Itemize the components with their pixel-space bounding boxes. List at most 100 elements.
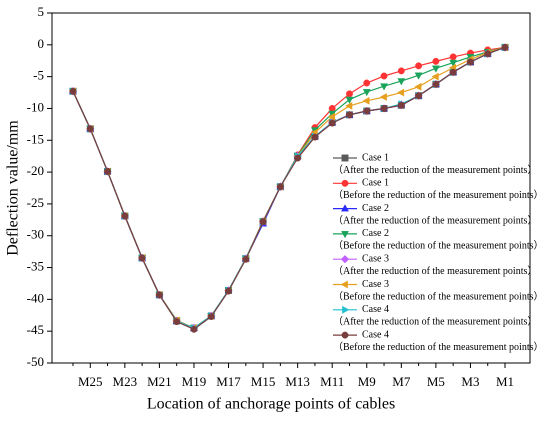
x-tick-label: M5 <box>427 374 445 389</box>
y-tick-label: -30 <box>27 227 44 242</box>
y-tick-label: -5 <box>33 68 44 83</box>
data-point <box>397 78 406 86</box>
data-point <box>225 287 232 295</box>
x-tick-label: M15 <box>251 374 276 389</box>
x-tick-label: M7 <box>392 374 411 389</box>
plot-frame <box>51 12 531 364</box>
data-point <box>311 133 319 141</box>
legend-entry: Case 1（Before the reduction of the measu… <box>333 178 544 201</box>
data-point <box>432 57 440 65</box>
data-point <box>259 218 267 226</box>
legend-description: （Before the reduction of the measurement… <box>333 240 544 252</box>
data-point <box>449 59 458 67</box>
x-axis-label: Location of anchorage points of cables <box>147 396 395 413</box>
series-line <box>72 46 506 329</box>
legend-marker <box>341 231 349 239</box>
y-tick-label: -45 <box>27 322 44 337</box>
legend-description: （Before the reduction of the measurement… <box>333 189 544 201</box>
data-point <box>190 325 198 333</box>
y-axis-label: Deflection value/mm <box>5 120 22 256</box>
data-point <box>86 125 94 133</box>
data-point <box>328 105 336 112</box>
legend-description: （After the reduction of the measurement … <box>333 265 537 277</box>
legend-label: Case 3 <box>362 253 389 264</box>
data-point <box>380 72 388 80</box>
x-tick-label: M3 <box>461 374 479 389</box>
data-point <box>415 92 423 100</box>
data-point <box>346 111 353 119</box>
x-tick-label: M13 <box>285 374 310 389</box>
legend-marker <box>341 331 349 339</box>
data-point <box>69 87 77 95</box>
data-point <box>380 83 388 91</box>
data-point <box>346 90 353 98</box>
legend-marker <box>341 204 349 212</box>
legend-label: Case 4 <box>362 329 389 340</box>
legend-description: （After the reduction of the measurement … <box>333 164 537 176</box>
data-point <box>207 313 215 320</box>
legend-label: Case 1 <box>362 152 389 163</box>
data-point <box>397 67 405 75</box>
data-point <box>276 183 284 191</box>
data-point <box>414 72 423 80</box>
x-tick-label: M19 <box>182 374 207 389</box>
data-point <box>155 291 163 299</box>
x-tick-label: M1 <box>496 374 514 389</box>
data-point <box>362 96 370 105</box>
data-point <box>484 50 492 58</box>
series-line <box>72 46 506 330</box>
legend-entry: Case 3（After the reduction of the measur… <box>333 253 537 277</box>
data-point <box>327 112 336 121</box>
x-tick-label: M25 <box>78 374 103 389</box>
legend-entry: Case 4（After the reduction of the measur… <box>333 304 537 328</box>
data-point <box>380 105 388 112</box>
data-point <box>431 65 440 73</box>
series-line <box>72 46 506 329</box>
x-tick-label: M23 <box>113 374 138 389</box>
x-tick-label: M21 <box>147 374 172 389</box>
legend-marker <box>340 280 348 289</box>
data-point <box>362 89 371 97</box>
y-tick-label: -35 <box>27 259 44 274</box>
data-point <box>363 79 371 87</box>
y-tick-label: -25 <box>27 195 44 210</box>
legend-marker <box>342 305 350 314</box>
data-point <box>173 318 181 326</box>
data-point <box>432 80 440 88</box>
series-line <box>72 46 506 329</box>
y-tick-label: -15 <box>27 131 44 146</box>
series-line <box>72 46 506 329</box>
y-tick-label: 5 <box>38 4 45 19</box>
legend-label: Case 2 <box>362 228 389 239</box>
legend-label: Case 2 <box>362 203 389 214</box>
legend-marker <box>341 154 349 162</box>
data-point <box>242 255 250 263</box>
series-line <box>72 46 506 329</box>
data-point <box>345 101 353 110</box>
data-point <box>431 72 439 81</box>
legend-label: Case 4 <box>362 304 389 315</box>
data-point <box>415 62 423 70</box>
x-tick-label: M9 <box>358 374 376 389</box>
y-tick-label: 0 <box>38 36 45 51</box>
legend-entry: Case 3（Before the reduction of the measu… <box>333 279 544 302</box>
series-line <box>72 46 506 329</box>
data-point <box>414 82 422 91</box>
legend-label: Case 1 <box>362 178 389 189</box>
legend-marker <box>341 179 349 187</box>
legend-entry: Case 2（Before the reduction of the measu… <box>333 228 544 252</box>
data-point <box>501 43 509 51</box>
data-point <box>449 53 457 61</box>
data-point <box>104 168 112 175</box>
y-tick-label: -10 <box>27 99 44 114</box>
legend-description: （After the reduction of the measurement … <box>333 214 537 226</box>
data-point <box>328 119 336 127</box>
legend-description: （After the reduction of the measurement … <box>333 316 537 328</box>
x-tick-label: M11 <box>320 374 344 389</box>
legend-entry: Case 1（After the reduction of the measur… <box>333 152 537 176</box>
data-point <box>363 107 371 115</box>
legend-entry: Case 2（After the reduction of the measur… <box>333 203 537 226</box>
data-point <box>396 88 405 97</box>
y-tick-label: -40 <box>27 290 44 305</box>
